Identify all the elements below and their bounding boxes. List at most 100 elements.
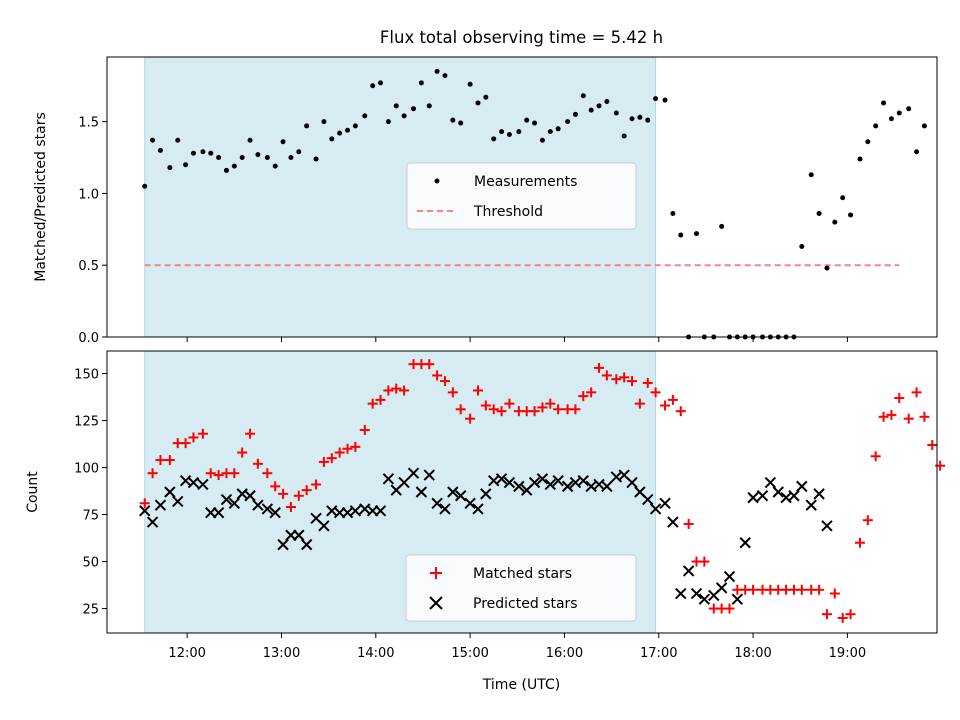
matched-star-point [465, 413, 476, 424]
measurement-point [362, 113, 368, 119]
matched-star-point [432, 370, 443, 381]
measurement-point [264, 155, 270, 161]
predicted-star-point [318, 520, 330, 532]
measurement-point [653, 96, 659, 102]
bottom-axes-frame [106, 350, 938, 634]
predicted-star-point [252, 499, 264, 511]
matched-star-point [480, 400, 491, 411]
predicted-star-point [220, 493, 233, 506]
matched-star-point [147, 468, 158, 479]
matched-star-point [529, 406, 540, 417]
predicted-star-point [667, 516, 679, 528]
predicted-star-point [261, 503, 274, 515]
measurement-point [588, 107, 594, 113]
predicted-star-point [723, 570, 736, 583]
predicted-star-point [154, 499, 167, 511]
predicted-star-point [788, 490, 800, 502]
predicted-star-point [731, 593, 744, 605]
matched-star-point [472, 385, 483, 396]
measurement-point [411, 106, 417, 112]
matched-star-point [594, 362, 605, 373]
matched-star-point [301, 485, 312, 496]
y-tick-label: 0.5 [78, 259, 99, 274]
matched-star-point [903, 413, 914, 424]
predicted-star-point [682, 565, 695, 577]
measurement-point [873, 123, 879, 129]
measurement-point [524, 117, 530, 123]
y-tick-label: 75 [82, 509, 99, 524]
measurement-point [896, 110, 902, 116]
matched-star-point [683, 518, 694, 529]
predicted-star-point [756, 490, 769, 502]
matched-star-point [399, 385, 410, 396]
predicted-star-point [423, 469, 435, 481]
measurement-point [506, 132, 512, 138]
measurement-point [637, 114, 643, 120]
predicted-star-point [454, 490, 467, 502]
predicted-star-point [675, 587, 687, 600]
measurement-point [208, 150, 214, 156]
predicted-star-point [649, 503, 662, 515]
matched-star-point [667, 394, 678, 405]
matched-star-point [642, 377, 653, 388]
measurement-point [719, 223, 725, 229]
matched-star-point [870, 451, 881, 462]
predicted-star-point [528, 476, 541, 489]
matched-star-point [270, 481, 281, 492]
matched-star-point [311, 479, 322, 490]
measurement-point [167, 165, 173, 171]
predicted-star-point [536, 473, 549, 485]
x-tick-label: 19:00 [829, 646, 866, 661]
bottom-x-ticks: 12:00 13:00 14:00 15:00 16:00 17:00 18:00 19:00 [168, 633, 866, 661]
measurement-point [921, 123, 927, 129]
measurement-point [255, 152, 261, 158]
matched-star-point [570, 404, 581, 415]
matched-star-point [367, 398, 378, 409]
predicted-star-point [447, 486, 459, 498]
y-tick-label: 50 [82, 556, 99, 571]
predicted-star-point [293, 529, 305, 541]
predicted-star-point [659, 497, 671, 509]
measurement-point [914, 149, 920, 155]
matched-star-point [504, 398, 515, 409]
measurement-point [157, 147, 163, 153]
matched-star-point [886, 409, 897, 420]
matched-star-point [139, 498, 150, 509]
bottom-legend-box [405, 554, 637, 622]
matched-star-point [213, 470, 224, 481]
legend-threshold-label: Threshold [473, 204, 543, 220]
measurement-point [329, 136, 335, 142]
matched-star-point [350, 441, 361, 452]
y-tick-label: 125 [74, 415, 99, 430]
matched-star-point [724, 603, 735, 614]
x-tick-label: 13:00 [263, 646, 300, 661]
matched-star-point [586, 387, 597, 398]
measurement-point [670, 211, 676, 217]
top-axes-frame [106, 56, 938, 338]
measurement-point [824, 265, 830, 271]
matched-star-point [318, 456, 329, 467]
measurement-point [888, 116, 894, 122]
matched-star-point [627, 376, 638, 387]
y-tick-label: 100 [74, 462, 99, 477]
legend-matched-marker [430, 567, 442, 579]
measurement-point [378, 80, 384, 86]
measurement-point [857, 156, 863, 162]
measurement-point [516, 129, 522, 135]
x-tick-label: 15:00 [451, 646, 488, 661]
matched-star-point [359, 424, 370, 435]
matched-star-point [439, 376, 450, 387]
matched-star-point [252, 458, 263, 469]
measurement-point [532, 120, 538, 126]
x-tick-label: 16:00 [546, 646, 583, 661]
predicted-star-point [300, 538, 313, 551]
matched-star-point [197, 428, 208, 439]
predicted-star-point [698, 593, 711, 605]
predicted-star-point [212, 506, 225, 519]
bottom-legend: Matched stars Predicted stars [405, 554, 637, 622]
measurement-point [450, 117, 456, 123]
predicted-star-point [561, 480, 574, 493]
predicted-star-points [139, 467, 833, 605]
measurement-point [200, 149, 206, 155]
